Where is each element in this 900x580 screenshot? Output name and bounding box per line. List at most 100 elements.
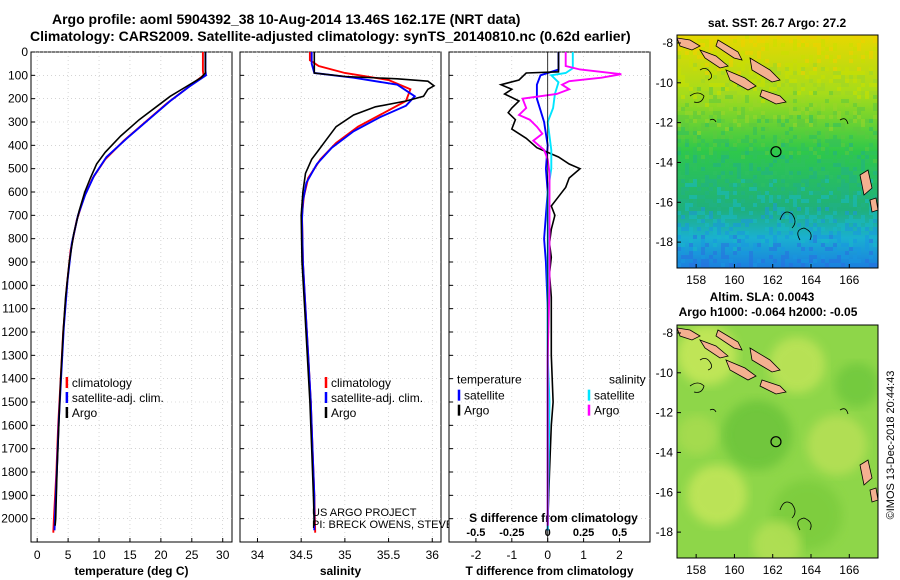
sst-pixel [689,239,693,243]
sst-pixel [873,83,877,87]
sst-pixel [705,179,709,183]
sst-pixel [765,35,769,39]
sst-pixel [845,227,849,231]
sst-pixel [869,219,873,223]
sst-pixel [869,71,873,75]
sst-pixel [705,39,709,43]
sst-pixel [789,171,793,175]
sst-pixel [781,215,785,219]
sst-pixel [809,119,813,123]
sst-pixel [805,251,809,255]
sst-pixel [677,235,681,239]
depth-tick-label: 400 [8,138,28,152]
sst-pixel [733,119,737,123]
sst-pixel [721,243,725,247]
sst-pixel [693,135,697,139]
reef-contour [689,382,705,393]
sst-pixel [753,243,757,247]
sst-pixel [845,103,849,107]
sst-pixel [773,179,777,183]
sst-pixel [677,55,681,59]
sst-pixel [785,251,789,255]
sst-pixel [741,87,745,91]
sst-pixel [713,155,717,159]
sst-pixel [837,55,841,59]
island [859,169,873,196]
sst-pixel [845,187,849,191]
x-tick-label: 2 [616,548,623,562]
sst-pixel [853,127,857,131]
sst-pixel [793,195,797,199]
sst-pixel [745,139,749,143]
sst-pixel [821,107,825,111]
sst-pixel [761,183,765,187]
sst-pixel [681,191,685,195]
sst-pixel [713,75,717,79]
sst-pixel [745,147,749,151]
sst-pixel [725,127,729,131]
sst-pixel [753,127,757,131]
sst-pixel [677,247,681,251]
sst-pixel [677,131,681,135]
sst-pixel [849,75,853,79]
sst-pixel [817,227,821,231]
sst-pixel [737,223,741,227]
sst-pixel [717,83,721,87]
sst-pixel [853,91,857,95]
sst-pixel [809,135,813,139]
sst-pixel [873,47,877,51]
sst-pixel [869,55,873,59]
map-y-tick-label: -10 [656,366,674,380]
sst-pixel [717,219,721,223]
sst-pixel [785,199,789,203]
map-y-tick-label: -16 [656,195,674,209]
map-y-tick-label: -12 [656,116,674,130]
sst-pixel [765,163,769,167]
sst-pixel [873,263,877,267]
sst-pixel [749,143,753,147]
sst-pixel [745,51,749,55]
sst-pixel [833,195,837,199]
sst-pixel [797,119,801,123]
sst-pixel [853,103,857,107]
sst-pixel [809,35,813,39]
sst-pixel [777,143,781,147]
sst-pixel [865,147,869,151]
sst-pixel [837,111,841,115]
legend-label: Argo [331,406,357,420]
sst-pixel [773,43,777,47]
sst-pixel [793,159,797,163]
sst-pixel [721,175,725,179]
sst-pixel [677,175,681,179]
sst-pixel [725,243,729,247]
sst-pixel [829,191,833,195]
map-y-tick-label: -18 [656,525,674,539]
sst-pixel [809,115,813,119]
sst-pixel [805,199,809,203]
sst-pixel [873,227,877,231]
sst-pixel [721,191,725,195]
sst-pixel [817,47,821,51]
sst-pixel [725,215,729,219]
sst-pixel [837,91,841,95]
sst-pixel [709,47,713,51]
sst-pixel [805,111,809,115]
sst-pixel [813,35,817,39]
sst-pixel [821,115,825,119]
sst-pixel [769,67,773,71]
sst-pixel [749,151,753,155]
sst-pixel [717,175,721,179]
sst-pixel [789,63,793,67]
sst-pixel [773,239,777,243]
x-tick-label: 30 [216,548,230,562]
sst-pixel [705,91,709,95]
sst-pixel [769,243,773,247]
sst-pixel [689,227,693,231]
sst-pixel [845,111,849,115]
sst-pixel [681,75,685,79]
sst-pixel [729,99,733,103]
sst-pixel [749,87,753,91]
sst-pixel [729,35,733,39]
sst-pixel [769,175,773,179]
sst-pixel [717,143,721,147]
